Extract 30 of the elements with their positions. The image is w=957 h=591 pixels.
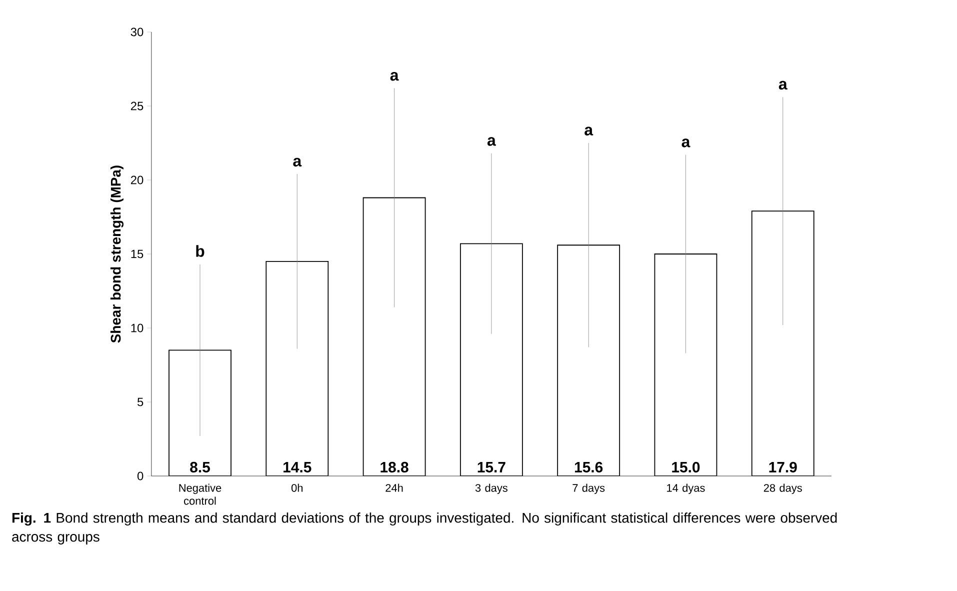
data-label: 14.5	[284, 462, 312, 472]
x-tick-label: Negative control	[179, 484, 222, 505]
data-label: 8.5	[190, 462, 210, 472]
y-tick-label: 5	[137, 398, 144, 406]
data-label: 15.6	[574, 462, 603, 472]
y-axis-title: Shear bond strength (MPa)	[110, 166, 124, 343]
data-label: 15.0	[672, 462, 700, 472]
annotation: a	[487, 137, 496, 146]
annotation: a	[390, 72, 399, 81]
annotation: a	[293, 158, 302, 167]
text: Fig. 1 Bond strength means and standard deviations of the groups investigated. No significant statistical differences were observed across groups	[12, 512, 837, 544]
data-label: 18.8	[380, 462, 408, 472]
data-label: 17.9	[769, 462, 797, 472]
x-tick-label: 0h	[291, 484, 303, 492]
x-tick-label: 28 days	[764, 484, 802, 494]
data-label: 15.7	[478, 462, 506, 472]
y-tick-label: 20	[130, 176, 144, 184]
y-tick-label: 0	[137, 472, 144, 480]
x-tick-label: 14 dyas	[667, 484, 705, 494]
annotation: a	[682, 138, 690, 148]
x-tick-label: 24h	[386, 484, 403, 492]
y-tick-label: 10	[131, 324, 144, 332]
annotation: a	[584, 126, 594, 136]
y-tick-label: 30	[130, 28, 144, 36]
x-tick-label: 3 days	[475, 484, 508, 494]
y-tick-label: 15	[131, 250, 144, 258]
annotation: b	[196, 245, 204, 257]
y-tick-label: 25	[130, 102, 144, 110]
x-tick-label: 7 days	[572, 484, 605, 494]
annotation: a	[778, 80, 788, 90]
